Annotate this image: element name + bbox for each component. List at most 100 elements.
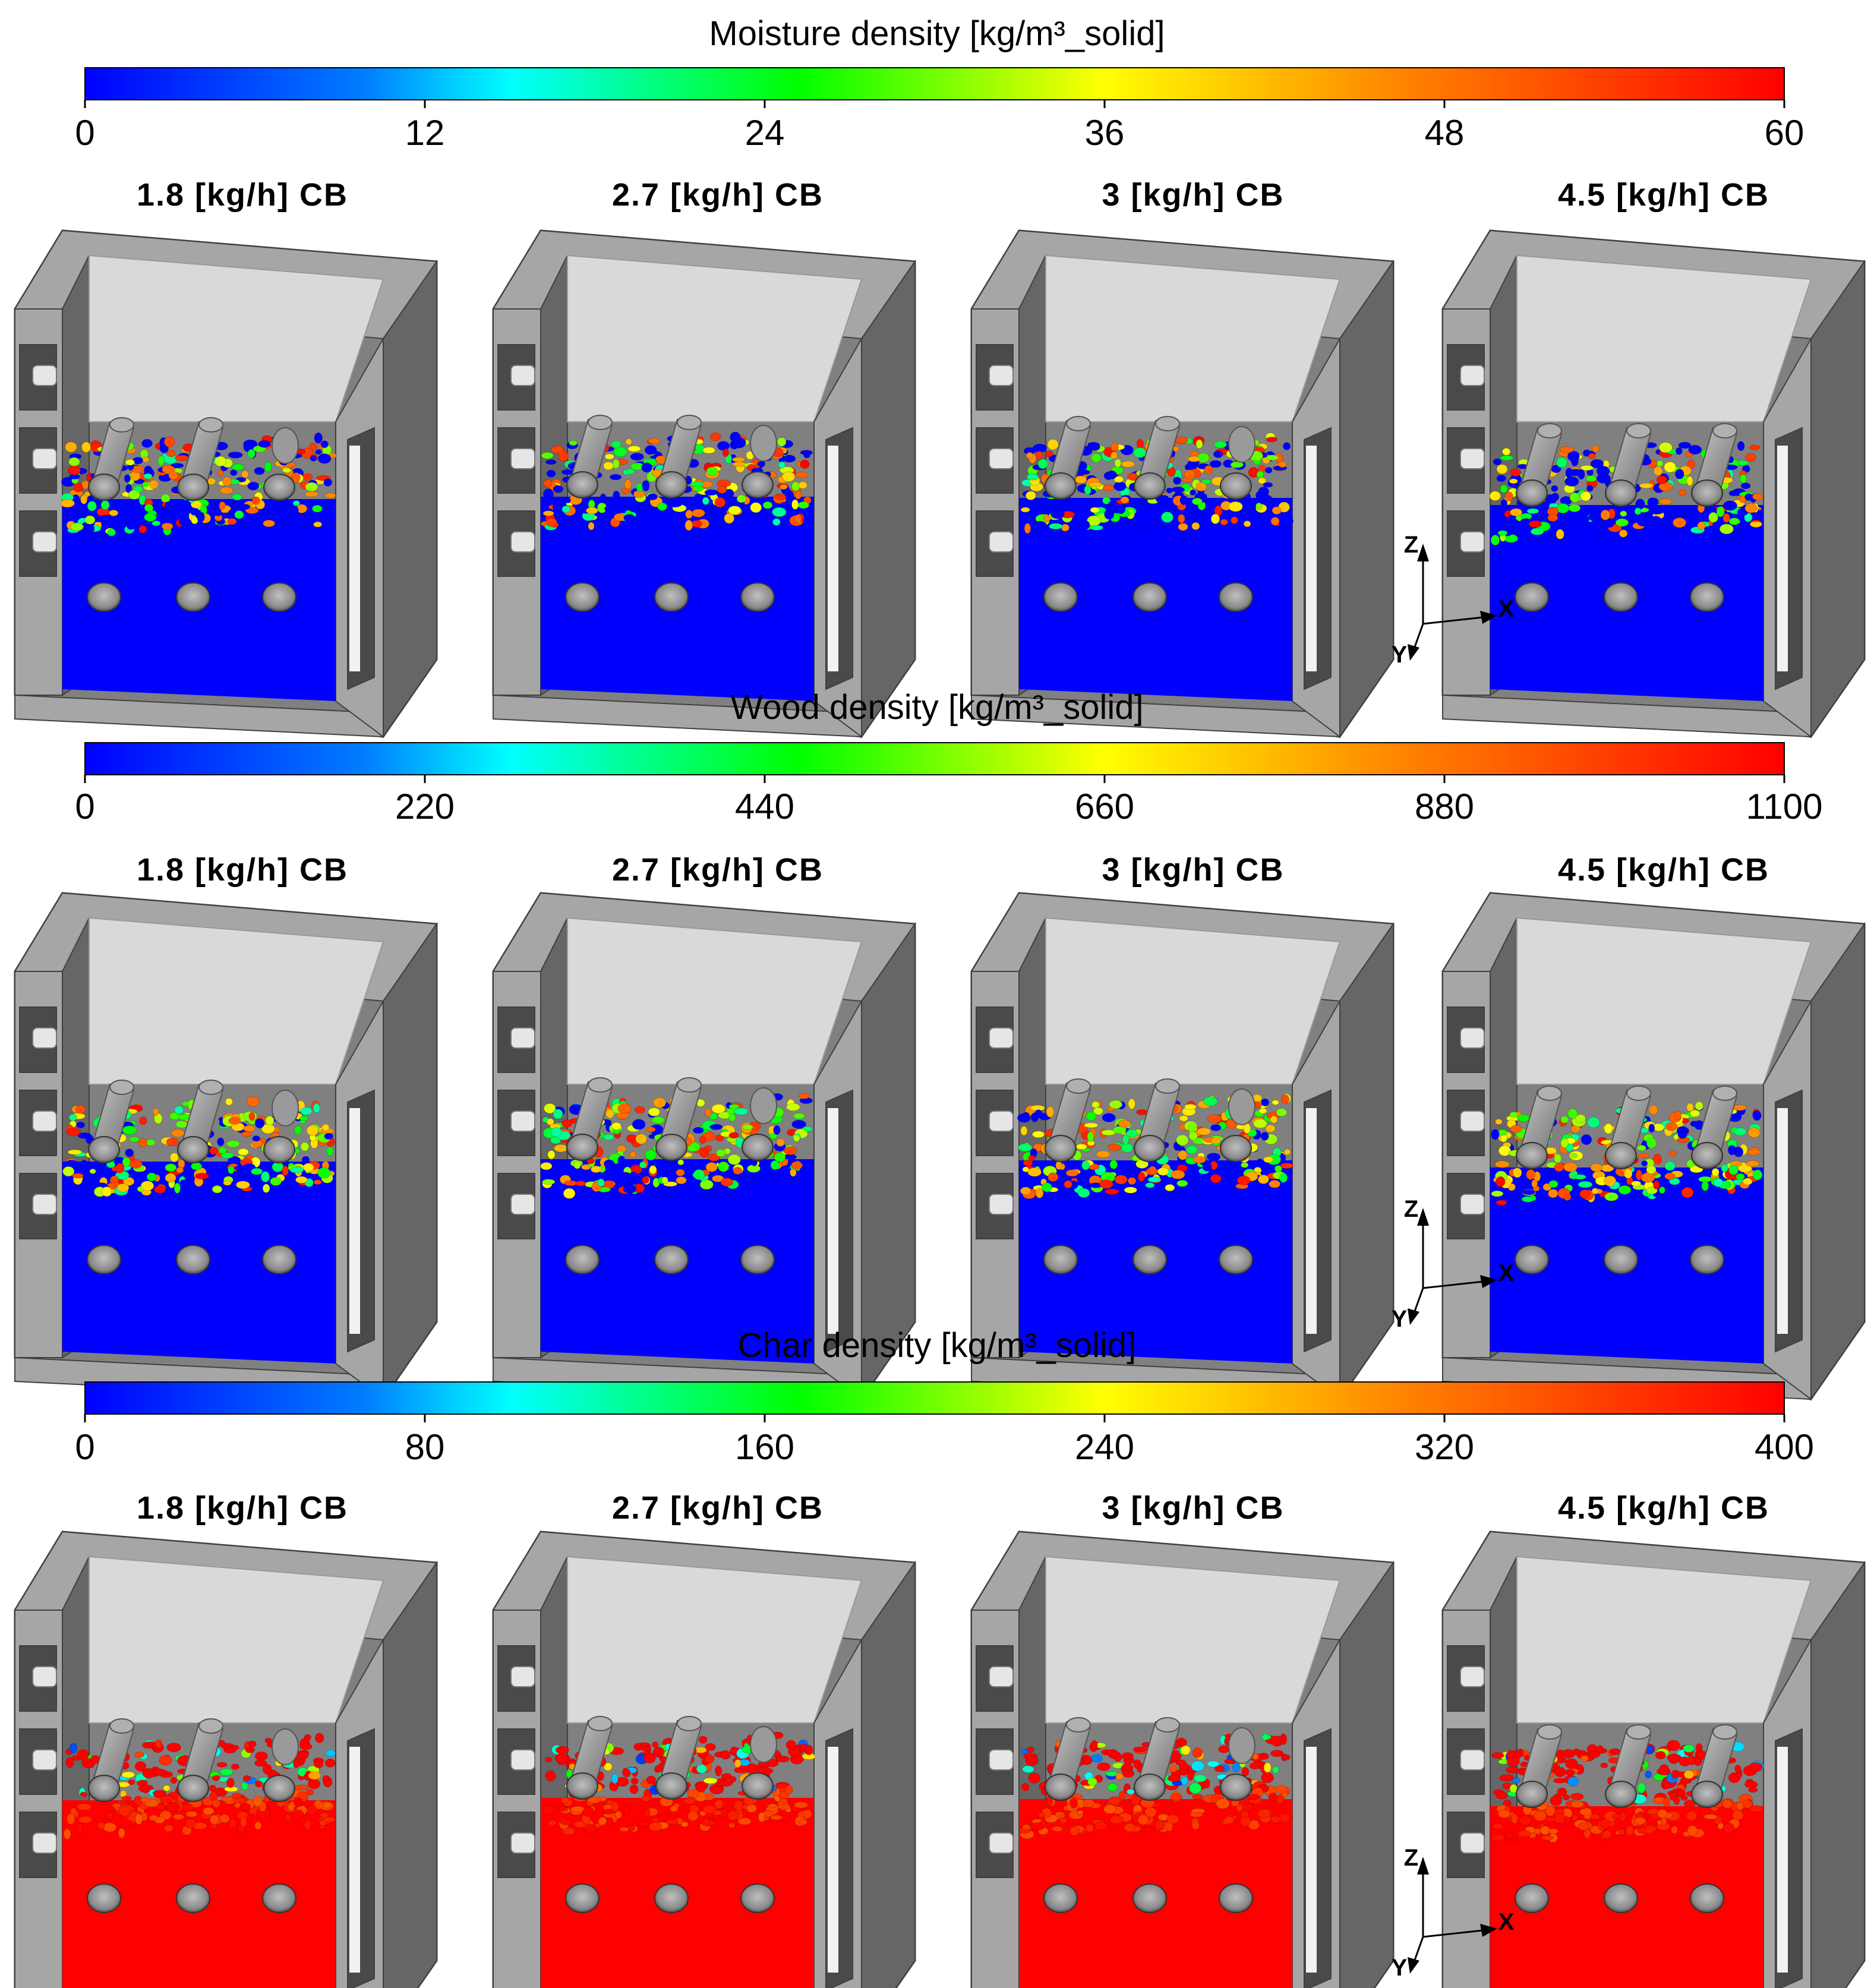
particle	[548, 1819, 557, 1826]
inlet-nozzle	[510, 1832, 535, 1854]
particle	[649, 1165, 657, 1175]
particle	[1113, 475, 1124, 483]
particle	[553, 1109, 563, 1119]
particle	[265, 1115, 275, 1126]
inlet-nozzle	[32, 448, 57, 469]
particle	[1180, 1745, 1191, 1756]
particle	[112, 1803, 121, 1809]
particle	[727, 1154, 741, 1165]
particle	[1600, 509, 1611, 520]
heat-exchanger-tube	[263, 1090, 299, 1163]
particle	[736, 494, 747, 503]
particle	[1639, 482, 1654, 489]
particle	[1526, 508, 1539, 515]
particle	[791, 499, 799, 510]
particle	[1270, 1115, 1278, 1124]
particle	[714, 497, 726, 508]
particle	[1588, 528, 1599, 538]
particle	[1500, 455, 1514, 461]
particle	[702, 447, 715, 454]
z-axis-arrowhead	[1417, 544, 1429, 561]
particle	[1568, 504, 1581, 513]
inlet-nozzle	[989, 1194, 1014, 1215]
colorbar-tick-label: 160	[735, 1427, 794, 1467]
inlet-nozzle	[989, 365, 1014, 386]
particle	[1504, 524, 1514, 531]
particle	[1665, 531, 1677, 536]
particle	[97, 1822, 105, 1829]
particle	[294, 1125, 302, 1135]
particle	[77, 1803, 92, 1810]
particle	[72, 1173, 84, 1179]
particle	[1498, 1145, 1512, 1157]
particle	[724, 497, 737, 505]
particle	[1617, 1828, 1626, 1836]
particle	[159, 1755, 172, 1766]
particle	[68, 457, 80, 466]
colorbar	[84, 67, 1785, 100]
particle	[262, 1763, 272, 1775]
particle	[1241, 1162, 1249, 1168]
particle	[721, 1773, 733, 1781]
particle	[770, 1815, 783, 1820]
particle	[1059, 1817, 1068, 1825]
particle	[1717, 1822, 1724, 1830]
colorbar-tick-label: 660	[1075, 787, 1134, 826]
particle	[1665, 1122, 1678, 1131]
particle	[209, 1146, 218, 1155]
particle	[1270, 1815, 1281, 1823]
particle	[709, 1124, 723, 1130]
inlet-nozzle	[989, 1666, 1014, 1687]
particle	[320, 440, 329, 449]
particle	[171, 1129, 185, 1138]
particle	[709, 432, 721, 441]
particle	[1619, 529, 1628, 538]
particle	[1077, 1188, 1090, 1198]
particle	[634, 1106, 645, 1113]
particle	[772, 518, 781, 526]
particle	[1744, 503, 1758, 513]
reactor-panel	[970, 229, 1395, 739]
particle	[699, 1135, 706, 1144]
particle-layer	[1491, 1101, 1763, 1206]
particle	[1703, 1814, 1718, 1820]
particle	[1108, 1143, 1122, 1151]
particle	[598, 520, 610, 530]
particle	[1177, 514, 1185, 523]
particle	[1615, 518, 1629, 527]
particle	[324, 1758, 336, 1768]
particle	[623, 1806, 631, 1816]
particle	[1507, 515, 1515, 523]
particle	[122, 1125, 137, 1135]
particle	[644, 445, 657, 455]
particle	[67, 1813, 75, 1825]
particle	[1253, 1119, 1267, 1129]
inlet-nozzle	[989, 1832, 1014, 1854]
tube-hole	[1690, 1245, 1724, 1274]
particle	[1091, 1101, 1100, 1109]
particle	[282, 468, 292, 474]
particle	[1189, 1812, 1203, 1817]
particle	[643, 1807, 651, 1817]
particle	[600, 493, 607, 504]
particle	[1591, 1188, 1599, 1195]
particle	[1510, 468, 1522, 477]
particle	[711, 1104, 726, 1114]
particle	[254, 1752, 268, 1761]
heat-exchanger-tube	[1516, 1724, 1563, 1808]
particle	[639, 1161, 647, 1169]
particle	[326, 1146, 333, 1156]
particle	[144, 513, 157, 522]
particle	[1658, 442, 1673, 453]
particle	[212, 1185, 223, 1194]
particle	[755, 1766, 765, 1774]
particle	[1266, 455, 1279, 461]
particle	[1104, 509, 1115, 520]
particle	[1662, 1783, 1670, 1790]
particle	[1570, 1153, 1578, 1159]
particle	[1740, 522, 1749, 530]
colorbar-tick-label: 12	[405, 113, 445, 153]
particle	[1165, 1184, 1175, 1192]
particle	[1676, 528, 1686, 534]
particle	[720, 1750, 731, 1760]
